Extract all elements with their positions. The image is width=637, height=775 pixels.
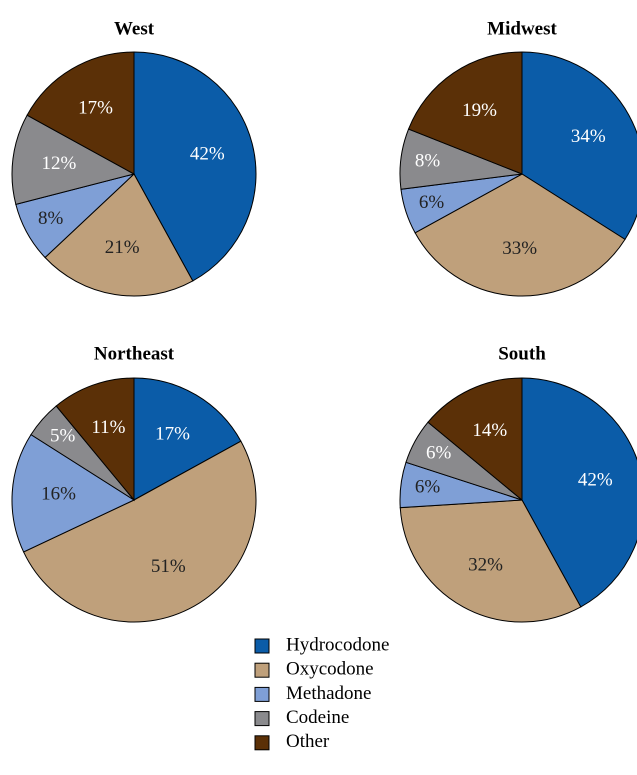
slice-label: 8% (415, 150, 441, 171)
pie-slice (133, 377, 242, 501)
slice-label: 6% (415, 476, 441, 497)
pie-title: West (114, 18, 155, 39)
pie-slice (521, 377, 637, 608)
slice-label: 14% (472, 420, 507, 441)
legend-label: Codeine (286, 707, 349, 728)
slice-label: 51% (151, 556, 186, 577)
legend-label: Methadone (286, 683, 371, 704)
pie-slice (407, 51, 523, 175)
pie-slice (44, 173, 194, 297)
slice-label: 32% (468, 555, 503, 576)
slice-label: 17% (78, 97, 113, 118)
legend-swatch (254, 735, 270, 751)
slice-label: 17% (155, 423, 190, 444)
legend-swatch (254, 662, 270, 678)
legend-label: Other (286, 731, 330, 752)
slice-label: 5% (50, 425, 76, 446)
pie-title: Midwest (487, 18, 557, 39)
legend-swatch (254, 711, 270, 727)
slice-label: 42% (578, 470, 613, 491)
legend-swatch (254, 686, 270, 702)
pie-slice (427, 377, 523, 502)
legend-label: Hydrocodone (286, 634, 389, 655)
slice-label: 42% (190, 144, 225, 165)
pie-slice (11, 114, 136, 205)
pie-title: Northeast (94, 343, 175, 364)
pie-slice (55, 377, 135, 502)
slice-label: 6% (426, 443, 452, 464)
slice-label: 12% (42, 153, 77, 174)
pie-slice (26, 51, 135, 175)
pie-slice (22, 440, 257, 623)
slice-label: 19% (462, 100, 497, 121)
legend-swatch (254, 638, 270, 654)
pie-title: South (498, 343, 546, 364)
slice-label: 21% (105, 237, 140, 258)
pie-slice (133, 51, 257, 282)
pie-slice (399, 499, 582, 623)
pie-slice (521, 51, 637, 241)
legend-label: Oxycodone (286, 659, 374, 680)
slice-label: 11% (91, 417, 125, 438)
slice-label: 34% (571, 126, 606, 147)
slice-label: 33% (502, 238, 537, 259)
slice-label: 16% (41, 484, 76, 505)
slice-label: 8% (38, 208, 64, 229)
slice-label: 6% (419, 192, 445, 213)
pie-slice (11, 433, 136, 553)
